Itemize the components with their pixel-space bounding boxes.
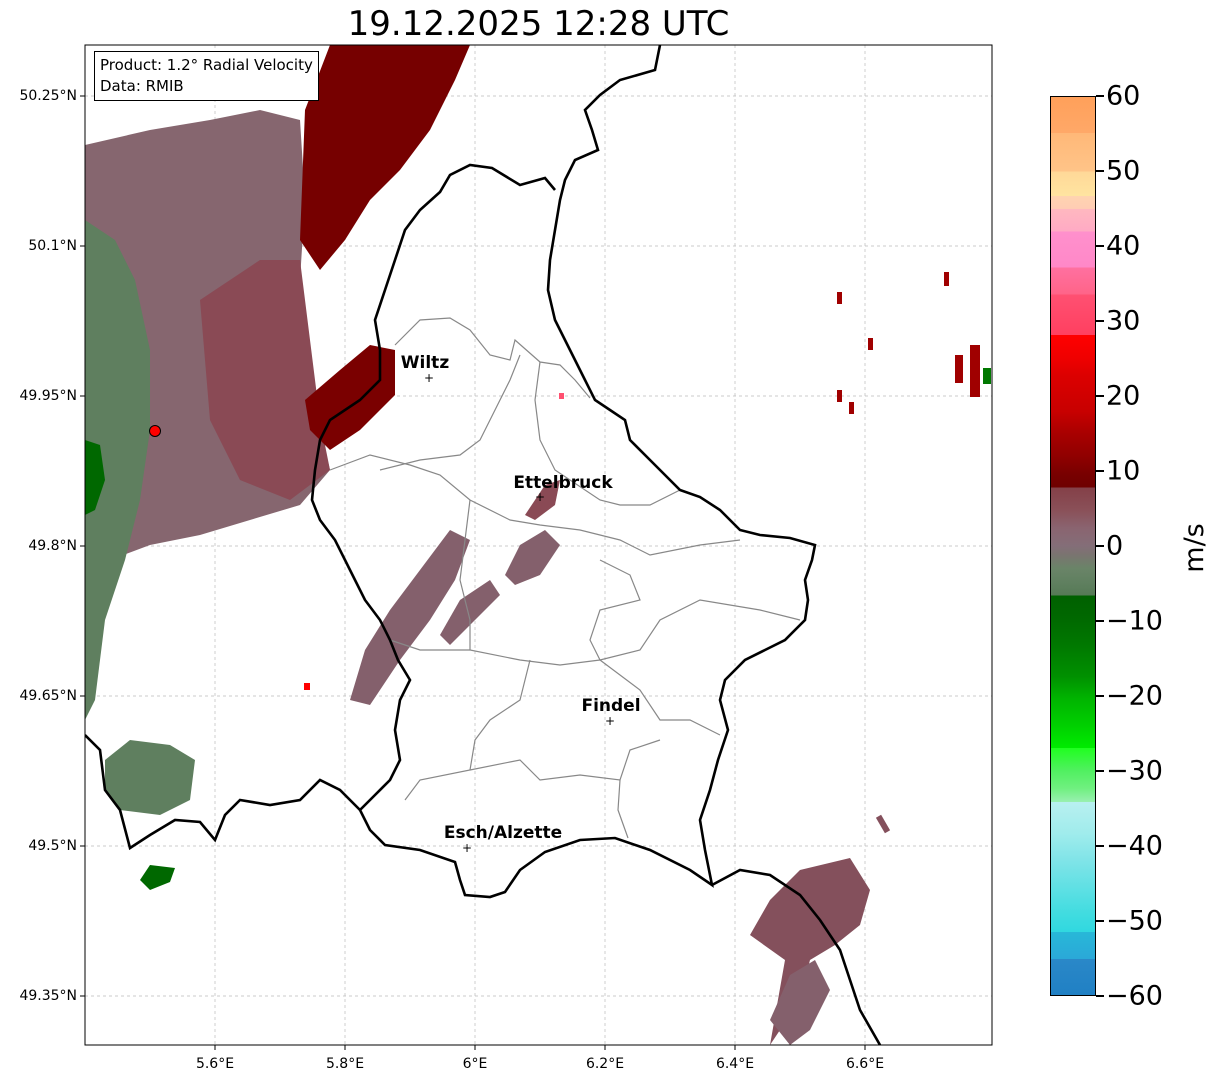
city-wiltz: Wiltz + xyxy=(401,353,450,385)
colorbar-tick xyxy=(1096,920,1104,922)
colorbar-tick xyxy=(1096,995,1104,997)
lon-tick-label: 5.6°E xyxy=(195,1056,235,1072)
city-marker-icon: + xyxy=(535,490,545,504)
city-label: Findel xyxy=(581,696,640,716)
colorbar-tick-label: −50 xyxy=(1106,905,1163,937)
colorbar-tick xyxy=(1096,395,1104,397)
lat-tick-label: 50.1°N xyxy=(28,238,77,254)
echo-far-east-6 xyxy=(983,368,991,384)
city-marker-icon: + xyxy=(424,371,434,385)
colorbar-tick-label: 50 xyxy=(1106,155,1141,187)
lon-tick-label: 6.6°E xyxy=(845,1056,885,1072)
colorbar-tick-label: −30 xyxy=(1106,755,1163,787)
colorbar-tick-label: −10 xyxy=(1106,605,1163,637)
colorbar-tick-label: 20 xyxy=(1106,380,1141,412)
echo-east-streak xyxy=(875,814,891,834)
city-findel: Findel + xyxy=(581,696,640,728)
echo-se-tail xyxy=(770,960,830,1045)
echo-streak-4 xyxy=(440,580,500,645)
echo-far-east-8 xyxy=(849,402,854,414)
colorbar-tick-label: 60 xyxy=(1106,80,1141,112)
lon-tick-label: 6.4°E xyxy=(715,1056,755,1072)
lon-tick-label: 6.2°E xyxy=(585,1056,625,1072)
city-marker-icon: + xyxy=(462,841,472,855)
lat-tick-label: 49.5°N xyxy=(28,838,77,854)
city-label: Wiltz xyxy=(401,353,450,373)
echo-far-east-4 xyxy=(955,355,963,383)
city-label: Ettelbruck xyxy=(513,473,613,493)
echo-dark-green xyxy=(85,440,105,515)
echo-far-east-7 xyxy=(837,390,842,402)
axis-ticks xyxy=(80,95,866,1050)
colorbar-tick xyxy=(1096,545,1104,547)
echo-streak-1 xyxy=(350,530,470,705)
colorbar-tick xyxy=(1096,245,1104,247)
colorbar-tick-label: −40 xyxy=(1106,830,1163,862)
echo-streak-3 xyxy=(525,480,560,520)
echo-far-east-3 xyxy=(868,338,873,350)
colorbar-tick xyxy=(1096,470,1104,472)
velocity-colorbar xyxy=(1050,96,1096,996)
map-frame xyxy=(84,44,993,1046)
city-label: Esch/Alzette xyxy=(444,823,562,843)
colorbar-tick xyxy=(1096,695,1104,697)
echo-far-east-2 xyxy=(837,292,842,304)
data-source-label: Data: RMIB xyxy=(100,77,184,95)
lat-tick-label: 49.35°N xyxy=(19,988,77,1004)
canton-boundaries xyxy=(329,317,801,839)
echo-red-dot xyxy=(304,683,310,690)
france-germany-border xyxy=(711,868,882,1045)
product-info-box: Product: 1.2° Radial Velocity Data: RMIB xyxy=(94,51,319,101)
colorbar-tick-label: −60 xyxy=(1106,980,1163,1012)
lat-tick-label: 49.65°N xyxy=(19,688,77,704)
lat-tick-label: 50.25°N xyxy=(19,88,77,104)
city-ettelbruck: Ettelbruck + xyxy=(513,473,613,504)
radar-echoes xyxy=(85,45,991,1045)
colorbar-tick-label: 0 xyxy=(1106,530,1124,562)
colorbar-tick xyxy=(1096,95,1104,97)
lat-tick-label: 49.8°N xyxy=(28,538,77,554)
colorbar-tick xyxy=(1096,845,1104,847)
colorbar-tick xyxy=(1096,320,1104,322)
lon-tick-label: 5.8°E xyxy=(325,1056,365,1072)
luxembourg-border xyxy=(310,45,817,899)
echo-approaching-west xyxy=(85,220,150,720)
colorbar-unit-label: m/s xyxy=(1179,523,1207,573)
product-label: Product: 1.2° Radial Velocity xyxy=(100,56,313,74)
echo-green-sw xyxy=(105,740,195,815)
echo-far-east-5 xyxy=(970,345,980,397)
radar-map: Wiltz + Ettelbruck + Findel + Esch/Alzet… xyxy=(80,44,993,1050)
city-marker-icon: + xyxy=(605,714,615,728)
belgium-france-border xyxy=(85,734,361,851)
colorbar-tick-label: 10 xyxy=(1106,455,1141,487)
echo-far-east-1 xyxy=(944,272,949,286)
colorbar-tick xyxy=(1096,170,1104,172)
echo-dark-green-sw xyxy=(140,865,175,890)
colorbar-tick xyxy=(1096,770,1104,772)
echo-receding-mid xyxy=(200,260,330,500)
radar-site-marker xyxy=(149,425,161,437)
city-esch-alzette: Esch/Alzette + xyxy=(444,823,562,855)
lon-tick-label: 6°E xyxy=(462,1056,488,1072)
echo-receding-wiltz xyxy=(305,345,395,450)
colorbar-tick-label: −20 xyxy=(1106,680,1163,712)
colorbar-tick xyxy=(1096,620,1104,622)
colorbar-tick-label: 40 xyxy=(1106,230,1141,262)
colorbar-tick-label: 30 xyxy=(1106,305,1141,337)
echo-receding-ne xyxy=(300,45,470,270)
echo-pink xyxy=(559,393,564,399)
country-borders xyxy=(85,45,882,1045)
echo-streak-2 xyxy=(505,530,560,585)
map-title: 19.12.2025 12:28 UTC xyxy=(347,4,730,44)
lat-tick-label: 49.95°N xyxy=(19,388,77,404)
